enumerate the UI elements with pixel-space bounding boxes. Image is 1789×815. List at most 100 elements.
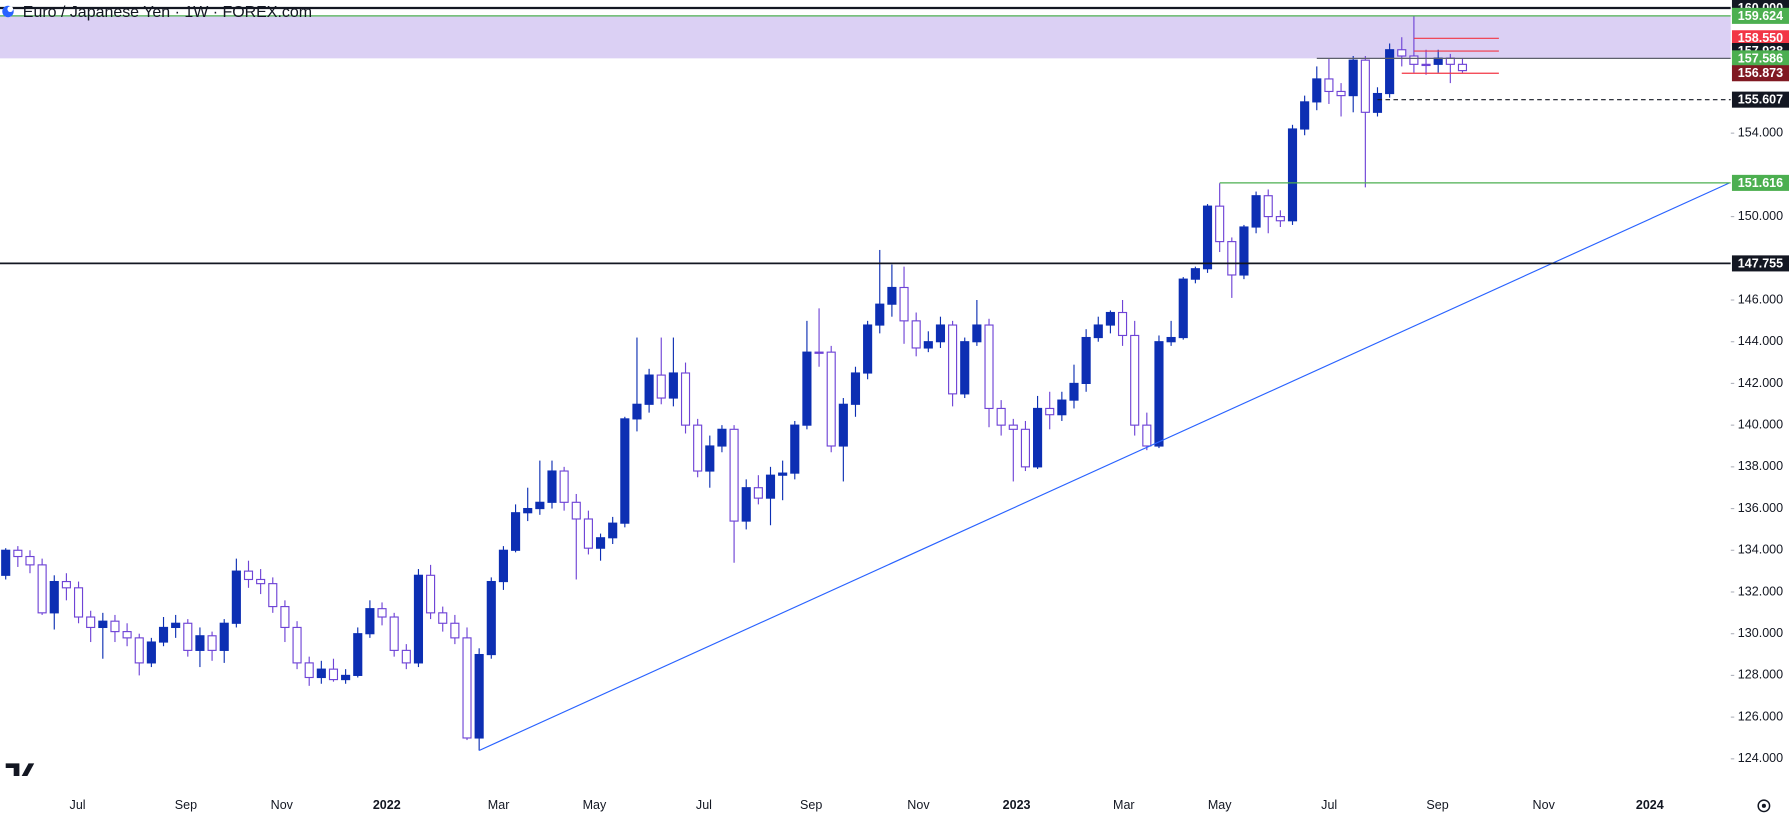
level-label-box (1731, 255, 1789, 272)
candle-body (668, 372, 678, 399)
candle-body (413, 574, 424, 664)
candle-body (1227, 241, 1237, 276)
y-tick-label: 144.000 (1738, 334, 1783, 348)
candle-body (753, 487, 763, 499)
candle-body (1263, 195, 1273, 218)
candle-body (1336, 90, 1346, 97)
candle-body (875, 303, 885, 326)
logo (5, 763, 35, 777)
x-tick-label: Sep (1426, 798, 1448, 812)
y-tick-label: 138.000 (1738, 459, 1783, 473)
candle-body (741, 487, 751, 522)
candle-body (438, 612, 448, 624)
y-tick-label: 126.000 (1738, 709, 1783, 723)
candle-body (960, 341, 970, 395)
candle-body (1154, 341, 1164, 447)
candle-body (644, 374, 654, 405)
candle-body (183, 622, 193, 651)
candle-body (1081, 336, 1091, 385)
y-tick-label: 134.000 (1738, 543, 1783, 557)
chart-title: Euro / Japanese Yen · 1W · FOREX.com (23, 4, 312, 21)
candle-body (935, 324, 946, 343)
candle-body (1057, 399, 1067, 416)
x-tick-label: Jul (696, 798, 712, 812)
candle-body (328, 668, 339, 681)
y-tick-label: 136.000 (1738, 501, 1783, 515)
candle-body (1300, 101, 1310, 130)
candle-body (972, 324, 982, 343)
candle-body (1433, 57, 1443, 65)
candle-body (996, 407, 1006, 426)
y-tick-label: 132.000 (1738, 584, 1783, 598)
level-label-box (1731, 91, 1789, 108)
resistance-zone (0, 15, 1731, 59)
candle-body (1020, 428, 1030, 468)
candle-body (717, 428, 727, 447)
candle-body (61, 580, 71, 589)
level-label: 158.550 (1738, 31, 1783, 45)
x-tick-label: Sep (175, 798, 197, 812)
candle-body (1069, 382, 1079, 401)
y-tick-label: 128.000 (1738, 668, 1783, 682)
x-tick-label: Sep (800, 798, 822, 812)
candle-body (1312, 78, 1322, 103)
candle-body (219, 622, 229, 651)
candle-body (158, 626, 169, 643)
candle-body (778, 472, 788, 476)
candle-body (110, 620, 120, 633)
candle-body (280, 606, 290, 629)
candle-body (86, 616, 96, 629)
candle-body (1445, 57, 1455, 65)
candle-body (49, 580, 59, 614)
trendline (478, 182, 1730, 752)
settings-ring (1757, 799, 1771, 813)
candle-body (1166, 336, 1176, 343)
y-tick-label: 140.000 (1738, 417, 1783, 431)
candle-body (814, 351, 824, 354)
candle-body (705, 445, 715, 472)
candle-body (1275, 216, 1285, 222)
candle-body (195, 635, 205, 651)
candle-body (511, 512, 521, 551)
candle-body (292, 626, 302, 664)
candle-body (680, 372, 691, 426)
candle-body (268, 583, 278, 608)
x-tick-label: Jul (70, 798, 86, 812)
y-tick-label: 154.000 (1738, 125, 1783, 139)
candle-body (1348, 59, 1358, 97)
candle-body (948, 324, 958, 395)
candle-body (171, 622, 181, 629)
settings-dot (1761, 803, 1766, 808)
candle-body (316, 668, 326, 679)
candle-body (765, 474, 776, 499)
candle-body (1033, 407, 1043, 468)
candle-body (1251, 195, 1261, 228)
y-tick-label: 150.000 (1738, 209, 1783, 223)
candle-body (1397, 49, 1407, 57)
candle-body (37, 564, 47, 614)
x-tick-label: 2024 (1636, 798, 1664, 812)
y-tick-label: 146.000 (1738, 292, 1783, 306)
candle-body (426, 574, 436, 614)
candle-body (401, 649, 411, 664)
candle-body (863, 324, 873, 374)
candle-body (462, 637, 472, 739)
y-tick-label: 130.000 (1738, 626, 1783, 640)
x-tick-label: Nov (1533, 798, 1556, 812)
candle-body (523, 507, 533, 514)
candle-body (341, 674, 351, 681)
candle-body (1239, 226, 1249, 276)
candle-body (911, 320, 921, 349)
level-label-box (1731, 30, 1789, 47)
x-tick-label: 2023 (1003, 798, 1031, 812)
candle-body (243, 570, 254, 581)
level-label: 147.755 (1738, 256, 1783, 270)
symbol-icon-inner (7, 6, 14, 13)
candle-body (1, 549, 11, 576)
y-tick-label: 142.000 (1738, 376, 1783, 390)
candle-body (256, 578, 266, 585)
candle-body (1385, 49, 1395, 95)
settings-icon[interactable] (1757, 799, 1771, 813)
candle-body (486, 580, 496, 656)
candle-body (1421, 63, 1431, 67)
